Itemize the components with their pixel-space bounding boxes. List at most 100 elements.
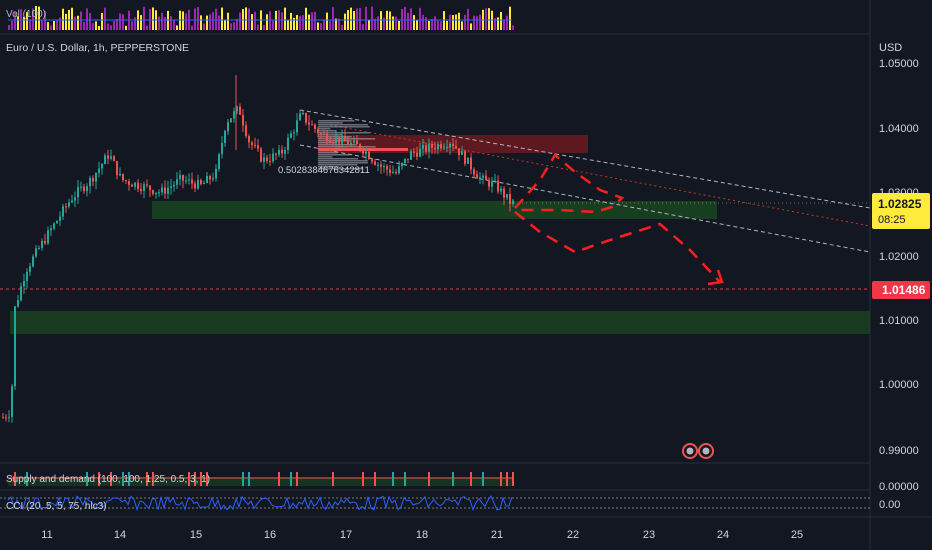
volume-bar	[209, 14, 211, 30]
volume-profile-row	[318, 124, 368, 126]
candle-body	[131, 184, 133, 187]
candle-body	[128, 181, 130, 185]
volume-bar	[446, 20, 448, 30]
candle-body	[179, 175, 181, 180]
candle-body	[386, 166, 388, 170]
candle-body	[119, 173, 121, 176]
volume-profile-row	[318, 160, 368, 162]
candle-body	[413, 151, 415, 153]
supply-demand-bar	[470, 472, 472, 486]
candle-body	[446, 147, 448, 149]
candle-body	[494, 180, 496, 182]
supply-demand-bar	[26, 472, 28, 486]
candle-body	[449, 143, 451, 148]
supply-demand-bar	[206, 472, 208, 486]
candle-body	[203, 183, 205, 185]
volume-bar	[503, 19, 505, 30]
candle-body	[266, 157, 268, 162]
volume-bar	[173, 19, 175, 30]
candle-body	[509, 193, 511, 204]
indicator2-label[interactable]: CCI (20, 5, 5, 75, hlc3)	[6, 501, 107, 512]
volume-bar	[236, 18, 238, 30]
candle-body	[431, 143, 433, 148]
volume-bar	[323, 20, 325, 30]
volume-bar	[389, 11, 391, 30]
volume-profile-row	[318, 144, 357, 146]
volume-bar	[332, 7, 334, 31]
volume-profile-row	[318, 120, 355, 122]
volume-bar	[470, 23, 472, 30]
candle-body	[47, 230, 49, 244]
price-axis[interactable]: 1.050001.040001.030001.020001.010001.000…	[879, 58, 919, 457]
volume-bar	[65, 13, 67, 30]
event-icon[interactable]	[698, 443, 714, 459]
candle-body	[476, 174, 478, 179]
event-icons[interactable]	[682, 443, 714, 459]
support-zone-lower[interactable]	[10, 311, 870, 334]
supply-demand-bar	[248, 472, 250, 486]
symbol-title[interactable]: Euro / U.S. Dollar, 1h, PEPPERSTONE	[6, 42, 189, 54]
candle-body	[23, 281, 25, 287]
channel-bottom-line[interactable]	[299, 144, 871, 253]
support-zone-upper[interactable]	[152, 201, 717, 219]
time-tick-label: 24	[717, 529, 729, 541]
volume-bar	[89, 13, 91, 30]
volume-bar	[47, 22, 49, 30]
volume-bar	[269, 11, 271, 30]
marker-price-badge	[872, 281, 930, 299]
supply-demand-bar	[428, 472, 430, 486]
volume-profile-row	[318, 122, 343, 124]
candle-body	[14, 306, 16, 387]
supply-demand-bar	[86, 472, 88, 486]
indicator2-value: 0.00	[879, 499, 900, 511]
indicator1-label[interactable]: Supply and demand (100, 100, 1.25, 0.5, …	[6, 474, 210, 485]
candle-body	[434, 147, 436, 150]
candle-body	[77, 187, 79, 198]
volume-bar	[452, 15, 454, 30]
candle-body	[143, 184, 145, 191]
projection-path-lower[interactable]	[514, 211, 721, 283]
supply-demand-bar	[128, 472, 130, 486]
volume-bar	[101, 12, 103, 30]
candle-body	[212, 178, 214, 180]
volume-label[interactable]: Vol (100)	[6, 9, 46, 20]
volume-bar	[134, 17, 136, 30]
volume-bar	[350, 7, 352, 31]
volume-bar	[506, 15, 508, 30]
candle-body	[425, 145, 427, 152]
candle-body	[11, 386, 13, 417]
candle-body	[344, 136, 346, 142]
volume-profile-row	[318, 132, 370, 134]
channel-top-line[interactable]	[299, 109, 871, 209]
volume-profile-row	[318, 152, 338, 154]
volume-bar	[17, 16, 19, 30]
volume-bar	[431, 18, 433, 30]
volume-bar	[266, 14, 268, 30]
candle-body	[281, 149, 283, 154]
candle-body	[437, 144, 439, 150]
candle-body	[353, 140, 355, 143]
time-axis[interactable]: 11 14 15 16 17 18 21 22 23 24 25	[41, 529, 803, 541]
supply-demand-bar	[110, 472, 112, 486]
volume-bar	[296, 15, 298, 30]
supply-demand-bar	[278, 472, 280, 486]
candle-body	[428, 143, 430, 152]
candle-body	[497, 180, 499, 192]
volume-bar	[185, 13, 187, 30]
channel-mid-line[interactable]	[329, 124, 871, 227]
candle-body	[287, 137, 289, 150]
volume-bar	[11, 20, 13, 30]
event-icon[interactable]	[682, 443, 698, 459]
candle-body	[206, 175, 208, 184]
candle-body	[68, 202, 70, 207]
volume-bar	[158, 16, 160, 30]
volume-bar	[380, 11, 382, 31]
marker-price-value: 1.01486	[882, 283, 926, 297]
volume-bar	[461, 21, 463, 30]
time-tick-label: 25	[791, 529, 803, 541]
volume-bar	[44, 11, 46, 30]
candle-body	[347, 141, 349, 146]
candle-body	[110, 156, 112, 159]
candle-body	[224, 130, 226, 143]
